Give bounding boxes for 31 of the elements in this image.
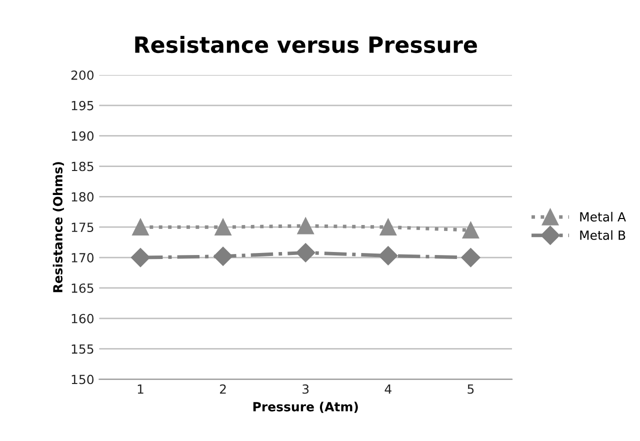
point <box>214 246 233 266</box>
y-tick-label: 165 <box>72 283 94 293</box>
x-tick-label: 5 <box>468 384 474 394</box>
y-axis-title: Resistance (Ohms) <box>52 162 64 292</box>
legend-label: Metal B <box>580 230 626 240</box>
y-tick-label: 195 <box>72 100 94 110</box>
y-tick-label: 160 <box>72 314 94 324</box>
point <box>296 243 316 262</box>
chart-title: Resistance versus Pressure <box>135 36 477 54</box>
y-tick-label: 170 <box>72 253 94 262</box>
point <box>132 218 149 236</box>
y-tick-label: 175 <box>72 222 94 232</box>
y-tick-label: 150 <box>72 374 94 384</box>
y-tick-label: 200 <box>71 70 94 80</box>
y-tick-label: 155 <box>72 344 94 354</box>
y-tick-label: 190 <box>72 131 94 141</box>
x-tick-label: 4 <box>384 384 392 394</box>
point <box>462 222 480 238</box>
legend-label: Metal A <box>580 212 626 222</box>
point <box>214 218 232 236</box>
point <box>461 248 480 268</box>
point <box>130 248 150 268</box>
y-tick-label: 185 <box>72 162 94 172</box>
x-tick-label: 3 <box>302 384 309 394</box>
x-axis-title: Pressure (Atm) <box>253 402 358 413</box>
y-tick-label: 180 <box>72 192 94 202</box>
point <box>380 218 396 236</box>
point <box>297 218 314 234</box>
point <box>378 246 398 266</box>
x-tick-label: 1 <box>138 384 144 394</box>
x-tick-label: 2 <box>220 384 226 394</box>
